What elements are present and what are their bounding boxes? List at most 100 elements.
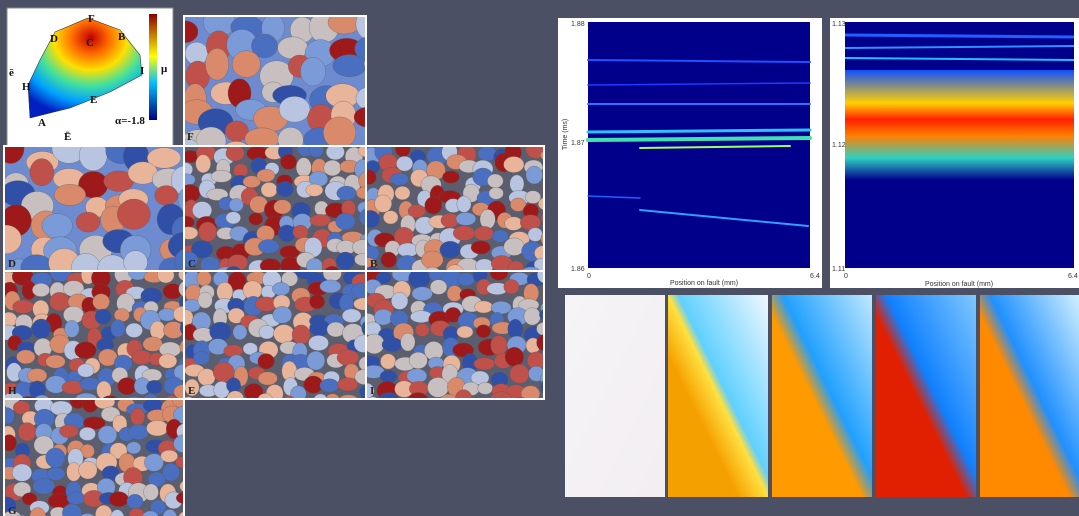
y-label: Time (ms) xyxy=(562,119,569,150)
grain xyxy=(505,217,523,231)
grain xyxy=(326,394,340,407)
grain xyxy=(65,320,80,337)
grain xyxy=(457,273,475,286)
grain xyxy=(472,398,488,417)
grain xyxy=(261,182,277,197)
heatmap xyxy=(588,22,810,268)
point-label: C xyxy=(86,37,94,49)
grain xyxy=(117,199,150,229)
grain xyxy=(75,342,96,359)
grain xyxy=(337,350,359,366)
y-tick-label: 1.87 xyxy=(571,140,585,147)
grains xyxy=(177,139,380,290)
grain xyxy=(401,333,416,351)
grain xyxy=(27,369,47,383)
grain xyxy=(456,212,476,225)
point-label: I xyxy=(140,65,144,77)
grain xyxy=(383,211,398,224)
grain xyxy=(395,141,410,156)
x-label: Position on fault (mm) xyxy=(670,280,738,287)
grain xyxy=(525,401,543,413)
point-label: F xyxy=(88,13,95,25)
grain xyxy=(249,213,263,225)
grains xyxy=(359,265,562,417)
grain xyxy=(336,252,355,270)
y-tick-label: 1.86 xyxy=(571,266,585,273)
y-tick-label: 1.11 xyxy=(832,266,845,273)
page: F C B D I H E A α=-1.8 μ ē Ē FDCBHEIG 1.… xyxy=(0,0,1079,516)
grain xyxy=(77,364,94,377)
grain xyxy=(95,309,111,324)
y-tick-label: 1.13 xyxy=(832,21,846,28)
grain xyxy=(76,212,100,232)
grain xyxy=(504,280,519,295)
grain xyxy=(161,450,178,462)
grains xyxy=(0,392,200,516)
snapshots xyxy=(565,295,1079,497)
grain xyxy=(427,400,448,412)
grain xyxy=(320,280,341,293)
grain xyxy=(67,492,85,505)
grain xyxy=(130,408,144,426)
grain xyxy=(539,308,561,322)
grain xyxy=(505,347,524,366)
grain xyxy=(337,378,358,391)
grain xyxy=(478,382,493,394)
grain xyxy=(508,319,523,339)
grain xyxy=(273,306,292,323)
grain xyxy=(32,283,49,296)
point-label: D xyxy=(50,33,58,45)
grain xyxy=(307,351,325,370)
grain xyxy=(276,181,293,196)
grain xyxy=(233,325,247,340)
grain xyxy=(364,334,384,354)
grain xyxy=(327,322,345,337)
grain xyxy=(196,155,211,173)
grain xyxy=(412,287,433,301)
grain xyxy=(210,322,232,341)
grain xyxy=(147,380,163,393)
grain xyxy=(198,369,215,386)
grain xyxy=(342,309,361,323)
grain xyxy=(33,478,55,494)
grain xyxy=(47,467,65,480)
grain xyxy=(474,301,492,313)
point-label: A xyxy=(38,117,46,129)
panel-label: C xyxy=(188,258,196,270)
grain xyxy=(409,352,427,369)
grain xyxy=(16,350,35,364)
grain xyxy=(180,479,201,493)
panel-label: F xyxy=(187,131,194,143)
grain xyxy=(54,184,86,205)
y-label: ē xyxy=(9,67,14,79)
grain xyxy=(93,294,110,310)
grain xyxy=(510,175,524,193)
grain xyxy=(211,170,232,182)
x-tick-label: 0 xyxy=(844,273,848,280)
grain xyxy=(127,494,143,509)
panel-label: E xyxy=(188,385,195,397)
grain xyxy=(163,463,180,481)
grain xyxy=(144,484,159,501)
grain xyxy=(382,338,402,352)
grain xyxy=(415,323,429,336)
grain xyxy=(128,424,148,439)
grain xyxy=(543,357,560,372)
grain xyxy=(46,448,65,468)
grain xyxy=(226,378,240,393)
grain xyxy=(310,214,331,226)
grain xyxy=(295,398,317,416)
grain xyxy=(243,398,261,418)
y-tick-label: 1.12 xyxy=(832,142,846,149)
grain xyxy=(176,492,196,504)
grain xyxy=(229,198,243,211)
grain xyxy=(540,378,557,396)
grain xyxy=(12,464,32,481)
grain xyxy=(337,186,357,200)
grain xyxy=(390,173,409,185)
grain xyxy=(183,466,198,479)
grain xyxy=(504,156,524,172)
grain xyxy=(198,222,217,241)
grain xyxy=(525,191,541,204)
grain xyxy=(306,184,323,196)
